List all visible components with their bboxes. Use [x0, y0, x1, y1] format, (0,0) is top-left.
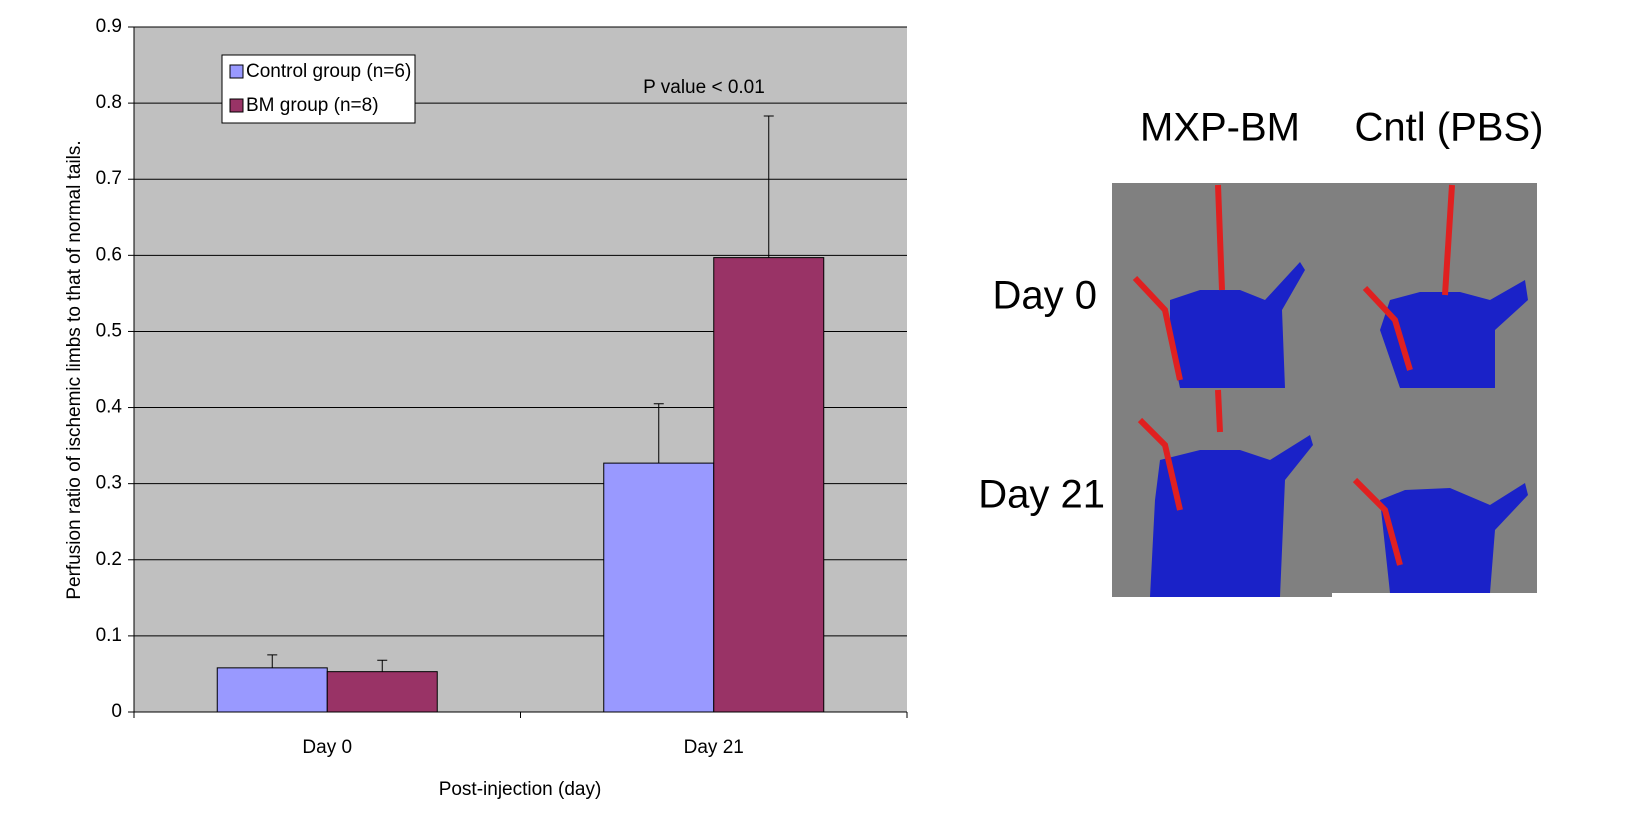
legend-swatch — [230, 99, 243, 112]
x-tick-label: Day 21 — [684, 737, 744, 758]
y-tick-label: 0.3 — [96, 473, 122, 494]
y-tick-label: 0 — [111, 701, 122, 722]
y-axis-label: Perfusion ratio of ischemic limbs to tha… — [64, 140, 85, 599]
bar — [327, 672, 437, 712]
column-label: MXP-BM — [1140, 106, 1300, 150]
image-edge — [1332, 593, 1537, 599]
y-tick-label: 0.8 — [96, 92, 122, 113]
legend-swatch — [230, 65, 243, 78]
figure: Perfusion ratio of ischemic limbs to tha… — [0, 0, 1641, 839]
annotation: P value < 0.01 — [643, 77, 765, 98]
y-tick-label: 0.7 — [96, 168, 122, 189]
image-panel: MXP-BM Cntl (PBS) Day 0 Day 21 — [978, 106, 1543, 599]
column-label: Cntl (PBS) — [1355, 106, 1544, 150]
y-tick-label: 0.5 — [96, 320, 122, 341]
row-label: Day 0 — [993, 274, 1098, 318]
y-tick-label: 0.6 — [96, 244, 122, 265]
bar — [714, 258, 824, 712]
bar — [604, 463, 714, 712]
y-tick-label: 0.4 — [96, 397, 123, 418]
row-label: Day 21 — [978, 473, 1105, 517]
x-axis-label: Post-injection (day) — [439, 779, 602, 800]
x-tick-label: Day 0 — [302, 737, 352, 758]
y-tick-label: 0.1 — [96, 625, 122, 646]
legend-label: Control group (n=6) — [246, 61, 411, 82]
y-tick-label: 0.2 — [96, 549, 122, 570]
y-tick-label: 0.9 — [96, 16, 122, 37]
bar — [217, 668, 327, 712]
legend-label: BM group (n=8) — [246, 95, 379, 116]
